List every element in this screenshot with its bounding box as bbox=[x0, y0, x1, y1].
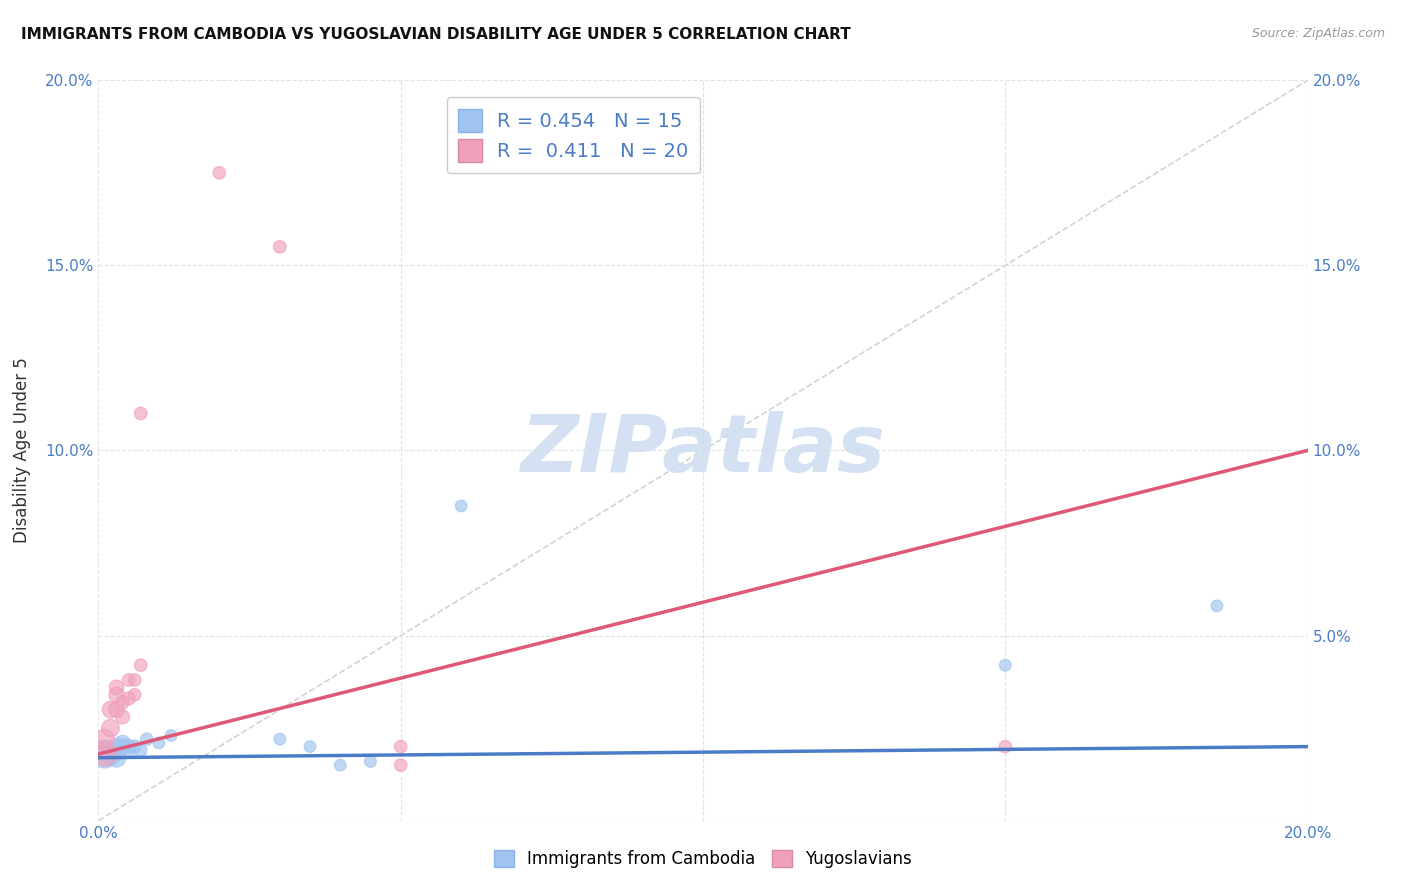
Point bbox=[129, 407, 152, 421]
Point bbox=[360, 755, 382, 769]
Point bbox=[105, 703, 128, 717]
Point bbox=[389, 739, 412, 754]
Point bbox=[135, 732, 157, 747]
Point bbox=[994, 739, 1017, 754]
Point bbox=[450, 499, 472, 513]
Text: IMMIGRANTS FROM CAMBODIA VS YUGOSLAVIAN DISABILITY AGE UNDER 5 CORRELATION CHART: IMMIGRANTS FROM CAMBODIA VS YUGOSLAVIAN … bbox=[21, 27, 851, 42]
Point bbox=[1206, 599, 1229, 613]
Point bbox=[111, 739, 134, 754]
Point bbox=[269, 240, 291, 254]
Point bbox=[105, 739, 128, 754]
Point bbox=[118, 739, 141, 754]
Point bbox=[105, 681, 128, 695]
Legend: Immigrants from Cambodia, Yugoslavians: Immigrants from Cambodia, Yugoslavians bbox=[486, 843, 920, 875]
Y-axis label: Disability Age Under 5: Disability Age Under 5 bbox=[13, 358, 31, 543]
Point bbox=[994, 658, 1017, 673]
Point bbox=[329, 758, 352, 772]
Point bbox=[208, 166, 231, 180]
Point bbox=[111, 695, 134, 709]
Point bbox=[129, 658, 152, 673]
Point bbox=[118, 743, 141, 757]
Point bbox=[124, 739, 146, 754]
Point bbox=[299, 739, 322, 754]
Text: ZIPatlas: ZIPatlas bbox=[520, 411, 886, 490]
Point bbox=[124, 688, 146, 702]
Point bbox=[111, 736, 134, 750]
Point bbox=[100, 721, 122, 735]
Point bbox=[129, 743, 152, 757]
Point bbox=[160, 729, 183, 743]
Point bbox=[269, 732, 291, 747]
Point bbox=[118, 673, 141, 687]
Point bbox=[93, 732, 115, 747]
Point bbox=[105, 688, 128, 702]
Point bbox=[100, 747, 122, 761]
Point bbox=[111, 710, 134, 724]
Point bbox=[118, 691, 141, 706]
Point bbox=[105, 750, 128, 764]
Point bbox=[93, 747, 115, 761]
Point bbox=[100, 703, 122, 717]
Point bbox=[93, 747, 115, 761]
Text: Source: ZipAtlas.com: Source: ZipAtlas.com bbox=[1251, 27, 1385, 40]
Point bbox=[148, 736, 170, 750]
Legend: R = 0.454   N = 15, R =  0.411   N = 20: R = 0.454 N = 15, R = 0.411 N = 20 bbox=[447, 97, 700, 173]
Point bbox=[124, 673, 146, 687]
Point bbox=[389, 758, 412, 772]
